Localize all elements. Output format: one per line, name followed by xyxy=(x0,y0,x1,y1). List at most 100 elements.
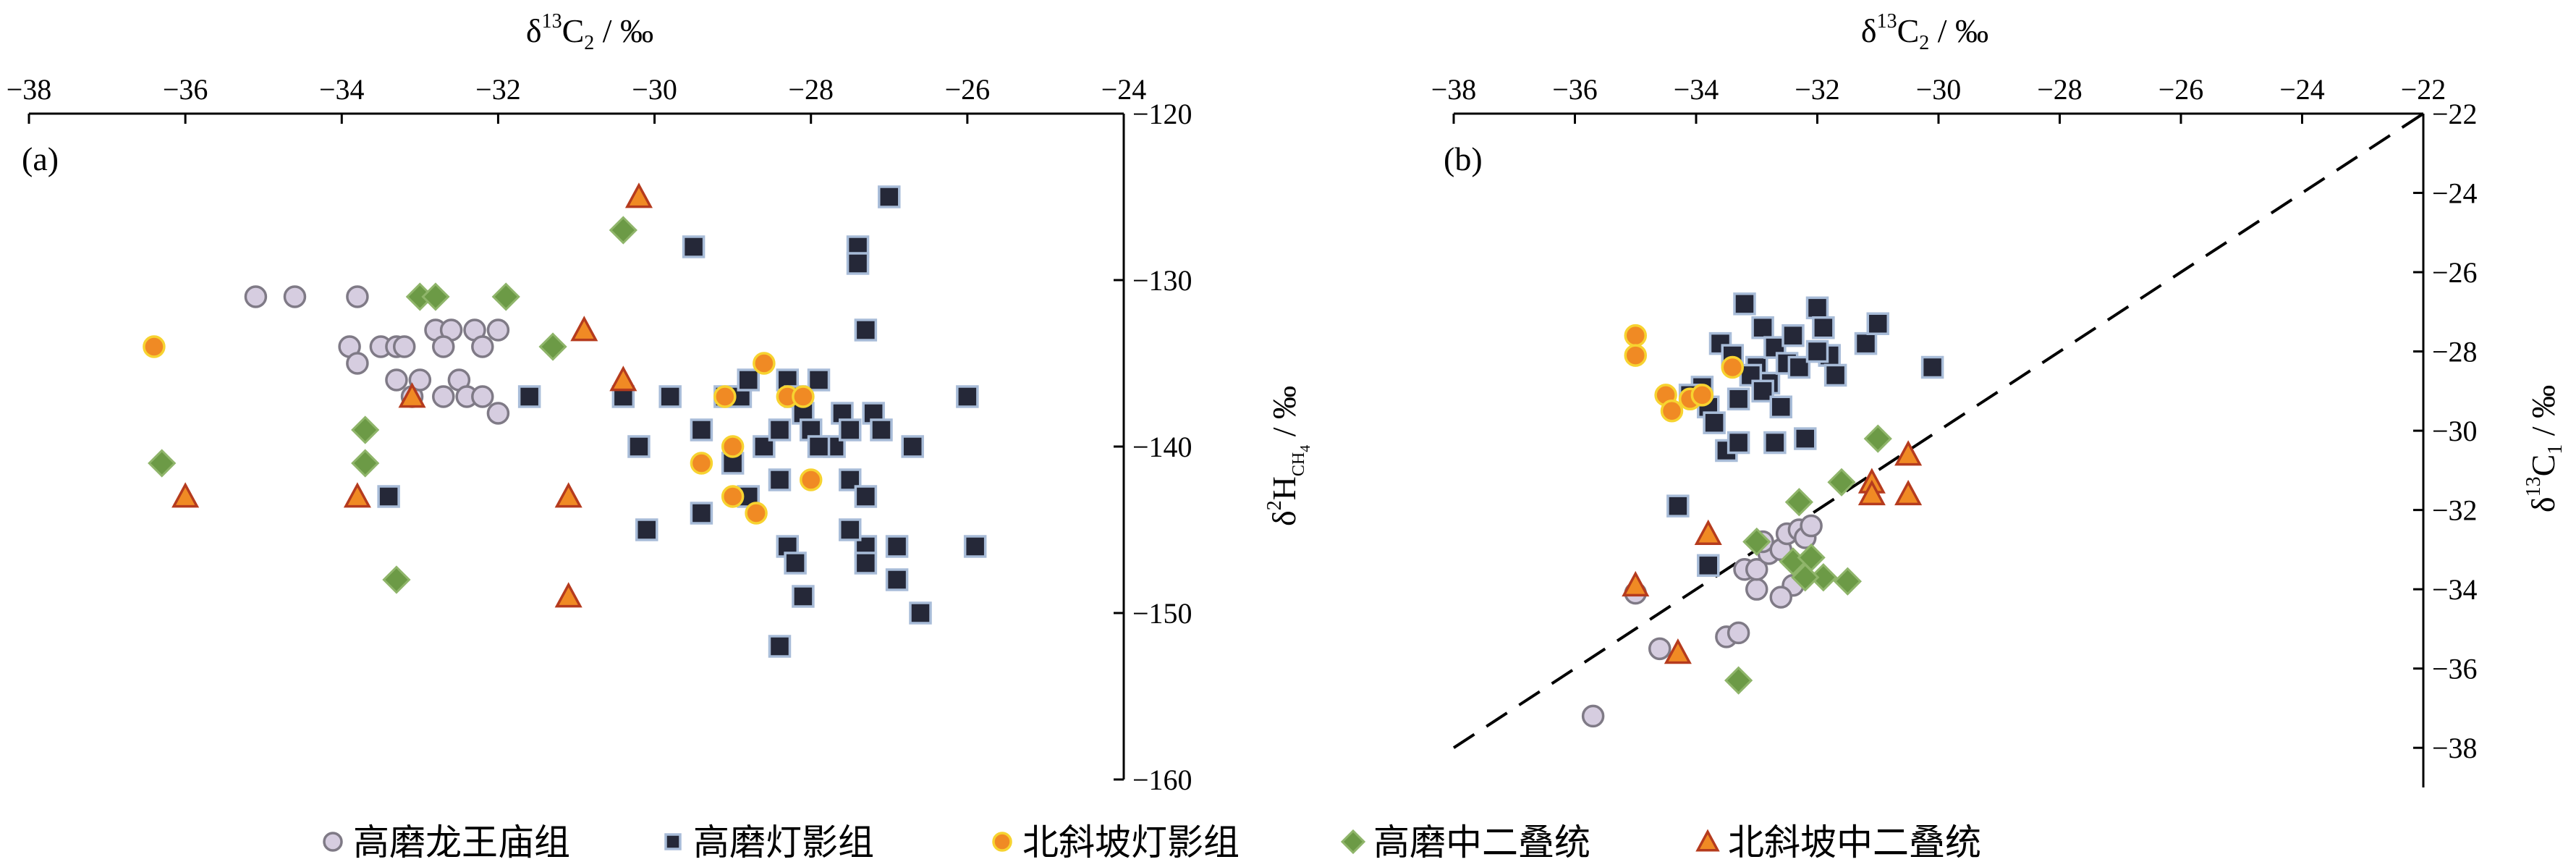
data-point-gm_dy xyxy=(635,518,658,541)
data-point-gm_p2 xyxy=(351,449,380,478)
panel-b-x-title: δ13C2 / ‰ xyxy=(1861,10,1988,54)
data-point-gm_lwm xyxy=(432,385,455,408)
panel-b-x-ticks: −38 −36 −34 −32 −30 −28 −26 −24 −22 xyxy=(1431,73,2446,124)
data-point-gm_dy xyxy=(956,385,979,408)
data-point-bxp_p2 xyxy=(398,382,426,408)
legend-marker-gm_dy xyxy=(664,833,682,850)
y-tick-label: −30 xyxy=(2432,415,2478,447)
data-point-gm_lwm xyxy=(1745,558,1768,581)
data-point-gm_lwm xyxy=(346,352,369,375)
y-tick-label: −24 xyxy=(2432,177,2478,210)
data-point-gm_dy xyxy=(1805,296,1829,320)
data-point-gm_dy xyxy=(737,368,760,392)
panel-a-y-title: δ2HCH4 / ‰ xyxy=(1263,386,1313,526)
panel-a-x-title: δ13C2 / ‰ xyxy=(526,10,653,54)
data-point-gm_p2 xyxy=(538,332,567,361)
x-tick-label: −34 xyxy=(1674,73,1719,106)
data-point-bxp_p2 xyxy=(554,582,582,608)
legend-label-bxp_dy: 北斜坡灯影组 xyxy=(1022,821,1240,862)
data-point-bxp_dy xyxy=(143,335,166,358)
legend-marker-bxp_p2 xyxy=(1695,829,1720,852)
x-tick-label: −32 xyxy=(475,73,521,106)
data-point-gm_dy xyxy=(1781,324,1805,347)
x-tick-label: −28 xyxy=(2037,73,2083,106)
data-point-gm_lwm xyxy=(486,402,510,425)
data-point-gm_lwm xyxy=(1581,704,1605,728)
data-point-gm_dy xyxy=(690,502,713,525)
data-point-bxp_dy xyxy=(792,385,815,408)
legend-label-gm_p2: 高磨中二叠统 xyxy=(1373,821,1590,862)
data-point-bxp_p2 xyxy=(1694,519,1722,545)
data-point-bxp_p2 xyxy=(609,365,637,392)
data-point-bxp_p2 xyxy=(570,316,598,342)
data-point-gm_dy xyxy=(1751,379,1774,403)
data-point-bxp_p2 xyxy=(1622,570,1650,597)
panel-a-label: (a) xyxy=(22,140,59,177)
x-tick-label: −22 xyxy=(2401,73,2446,106)
x-tick-label: −38 xyxy=(1431,73,1477,106)
data-point-gm_p2 xyxy=(609,216,637,245)
data-point-gm_dy xyxy=(1823,363,1847,387)
data-point-bxp_dy xyxy=(1624,324,1647,347)
x-tick-label: −36 xyxy=(163,73,208,106)
data-point-gm_dy xyxy=(768,635,792,658)
data-point-gm_dy xyxy=(854,552,878,575)
data-point-gm_lwm xyxy=(1648,637,1672,661)
data-point-bxp_p2 xyxy=(171,482,200,508)
data-point-gm_dy xyxy=(768,418,792,441)
y-tick-label: −22 xyxy=(2432,98,2478,130)
data-point-gm_dy xyxy=(1733,292,1756,316)
x-tick-label: −26 xyxy=(2158,73,2204,106)
data-point-gm_dy xyxy=(878,185,901,208)
data-point-gm_dy xyxy=(901,435,924,458)
y-tick-label: −34 xyxy=(2432,573,2478,606)
data-point-gm_lwm xyxy=(486,318,510,342)
y-tick-label: −130 xyxy=(1132,264,1192,297)
data-point-gm_p2 xyxy=(1742,527,1771,557)
panel-a-points xyxy=(143,182,987,658)
data-point-gm_dy xyxy=(1726,387,1750,411)
data-point-gm_dy xyxy=(1812,316,1835,339)
data-point-gm_dy xyxy=(1794,427,1817,450)
data-point-gm_dy xyxy=(1763,431,1787,455)
legend-label-gm_lwm: 高磨龙王庙组 xyxy=(353,821,570,862)
y-tick-label: −140 xyxy=(1132,431,1192,463)
x-tick-label: −24 xyxy=(2279,73,2325,106)
data-point-gm_dy xyxy=(753,435,776,458)
data-point-bxp_p2 xyxy=(1664,638,1692,664)
data-point-gm_dy xyxy=(839,518,862,541)
data-point-bxp_p2 xyxy=(1894,479,1923,506)
panel-b-y-ticks: −22 −24 −26 −28 −30 −32 −34 −36 −38 xyxy=(2413,98,2478,764)
data-point-gm_dy xyxy=(1866,312,1889,336)
data-point-bxp_dy xyxy=(713,385,737,408)
x-tick-label: −28 xyxy=(788,73,834,106)
x-tick-label: −30 xyxy=(632,73,677,106)
data-point-gm_p2 xyxy=(1791,563,1820,592)
data-point-gm_dy xyxy=(517,385,541,408)
data-point-gm_lwm xyxy=(408,368,432,392)
data-point-gm_lwm xyxy=(385,368,408,392)
data-point-gm_dy xyxy=(658,385,682,408)
data-point-bxp_p2 xyxy=(624,182,653,208)
y-tick-label: −160 xyxy=(1132,764,1192,796)
data-point-bxp_dy xyxy=(799,468,823,491)
data-point-gm_lwm xyxy=(283,285,307,308)
y-tick-label: −150 xyxy=(1132,597,1192,630)
x-tick-label: −26 xyxy=(945,73,991,106)
data-point-gm_dy xyxy=(807,368,831,392)
y-tick-label: −28 xyxy=(2432,336,2478,368)
data-point-gm_dy xyxy=(1751,316,1774,339)
data-point-gm_p2 xyxy=(351,415,380,444)
legend-label-bxp_p2: 北斜坡中二叠统 xyxy=(1728,821,1981,862)
data-point-gm_p2 xyxy=(1784,488,1813,517)
data-point-gm_lwm xyxy=(392,335,416,358)
panel-b-y-title: δ13C1 / ‰ xyxy=(2522,385,2567,512)
data-point-gm_dy xyxy=(1854,331,1878,355)
data-point-gm_dy xyxy=(627,435,651,458)
legend-label-gm_dy: 高磨灯影组 xyxy=(693,821,874,862)
data-point-gm_dy xyxy=(885,568,909,591)
data-point-bxp_dy xyxy=(1660,399,1684,423)
panel-b-reference-line xyxy=(1452,112,2425,749)
panel-b-scatter: −38 −36 −34 −32 −30 −28 −26 −24 −22 −22 −24 −26 −28… xyxy=(1431,10,2567,787)
